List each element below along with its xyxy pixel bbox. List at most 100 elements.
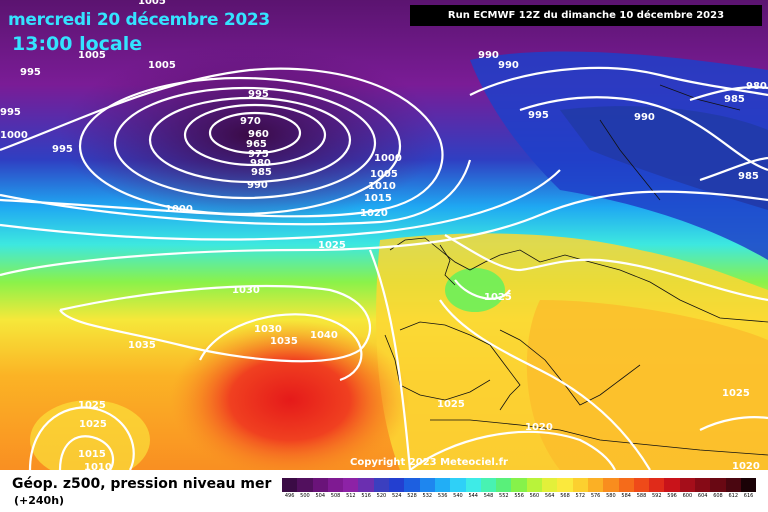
- scale-swatch: [297, 478, 313, 492]
- scale-swatch: [710, 478, 726, 492]
- scale-step: 552: [496, 478, 512, 500]
- scale-label: 536: [437, 493, 448, 499]
- isobar-label: 995: [0, 107, 21, 118]
- scale-label: 556: [514, 493, 524, 499]
- scale-step: 540: [450, 478, 466, 500]
- copyright-notice: Copyright 2023 Meteociel.fr: [350, 457, 508, 468]
- scale-step: 576: [587, 478, 604, 500]
- isobar-label: 1025: [484, 292, 512, 303]
- scale-swatch: [633, 478, 650, 492]
- isobar-label: 1025: [722, 388, 750, 399]
- trough-core: [560, 106, 768, 210]
- scale-step: 608: [710, 478, 726, 500]
- isobar-label: 985: [251, 167, 272, 178]
- scale-step: 588: [633, 478, 650, 500]
- scale-swatch: [572, 478, 588, 492]
- scale-step: 528: [404, 478, 420, 500]
- isobar-label: 1020: [732, 461, 760, 470]
- scale-step: 580: [603, 478, 619, 500]
- scale-step: 584: [618, 478, 634, 500]
- scale-step: 564: [542, 478, 558, 500]
- color-scale: 496 500 504 508 512 516 520 524 528 532 536 540 544 5…: [282, 478, 757, 500]
- isobar-label: 970: [240, 116, 261, 127]
- scale-swatch: [312, 478, 328, 492]
- isobar-label: 980: [250, 158, 271, 169]
- isobar-label: 1025: [437, 399, 465, 410]
- scale-step: 544: [465, 478, 481, 500]
- isobar-label: 995: [528, 110, 549, 121]
- scale-step: 556: [511, 478, 527, 500]
- scale-label: 608: [713, 493, 723, 499]
- scale-step: 532: [419, 478, 435, 500]
- isobar-label: 1000: [0, 130, 28, 141]
- parameter-title: Géop. z500, pression niveau mer: [12, 476, 272, 492]
- scale-step: 516: [358, 478, 374, 500]
- scale-swatch: [465, 478, 481, 492]
- scale-swatch: [679, 478, 696, 492]
- isobar-label: 995: [52, 144, 73, 155]
- scale-swatch: [419, 478, 435, 492]
- scale-swatch: [725, 478, 741, 492]
- scale-step: 612: [725, 478, 741, 500]
- scale-step: 548: [480, 478, 497, 500]
- scale-swatch: [603, 478, 619, 492]
- coastlines: [384, 84, 768, 456]
- valid-time: 13:00 locale: [12, 33, 143, 55]
- isobar-label: 1025: [79, 419, 107, 430]
- scale-swatch: [587, 478, 604, 492]
- scale-label: 512: [346, 493, 356, 499]
- scale-step: 568: [557, 478, 573, 500]
- scale-swatch: [404, 478, 420, 492]
- scale-label: 572: [575, 493, 586, 499]
- scale-swatch: [618, 478, 634, 492]
- isobar-label: 1025: [318, 240, 346, 251]
- scale-label: 592: [652, 493, 662, 499]
- scale-step: 592: [649, 478, 665, 500]
- scale-step: 560: [526, 478, 543, 500]
- isobar-label: 1030: [232, 285, 260, 296]
- scale-label: 604: [697, 493, 708, 499]
- scale-swatch: [389, 478, 405, 492]
- isobar-label: 995: [248, 89, 269, 100]
- scale-label: 616: [743, 493, 754, 499]
- scale-swatch: [664, 478, 680, 492]
- valid-date: mercredi 20 décembre 2023: [8, 10, 270, 30]
- scale-step: 520: [373, 478, 390, 500]
- isobar-label: 1015: [364, 193, 392, 204]
- isobar-label: 1005: [370, 169, 398, 180]
- scale-label: 540: [453, 493, 463, 499]
- scale-swatch: [480, 478, 497, 492]
- scale-swatch: [542, 478, 558, 492]
- map-canvas: 1005 1005 1005 995 995 1000 995 970 960 …: [0, 0, 768, 470]
- scale-label: 600: [682, 493, 693, 499]
- scale-swatch: [434, 478, 451, 492]
- scale-step: 512: [343, 478, 359, 500]
- weather-map: 1005 1005 1005 995 995 1000 995 970 960 …: [0, 0, 768, 470]
- lead-time: (+240h): [14, 494, 65, 507]
- scale-swatch: [695, 478, 711, 492]
- isobar-label: 985: [738, 171, 759, 182]
- footer-bar: Géop. z500, pression niveau mer (+240h) …: [0, 470, 768, 512]
- isobar-label: 995: [20, 67, 41, 78]
- scale-label: 560: [529, 493, 540, 499]
- scale-step: 496: [282, 478, 298, 500]
- scale-swatch: [649, 478, 665, 492]
- scale-label: 524: [391, 493, 402, 499]
- scale-label: 564: [544, 493, 555, 499]
- isobar-label: 975: [248, 149, 269, 160]
- scale-swatch: [740, 478, 757, 492]
- scale-step: 500: [297, 478, 313, 500]
- scale-swatch: [557, 478, 573, 492]
- scale-label: 532: [422, 493, 433, 499]
- scale-label: 496: [284, 493, 295, 499]
- isobar-label: 1005: [78, 50, 106, 61]
- scale-step: 600: [679, 478, 696, 500]
- isobar-label: 1005: [148, 60, 176, 71]
- scale-swatch: [526, 478, 543, 492]
- scale-step: 536: [434, 478, 451, 500]
- scale-label: 576: [590, 493, 601, 499]
- isobar-label: 1010: [368, 181, 396, 192]
- scale-swatch: [282, 478, 298, 492]
- scale-label: 580: [606, 493, 616, 499]
- scale-label: 568: [560, 493, 570, 499]
